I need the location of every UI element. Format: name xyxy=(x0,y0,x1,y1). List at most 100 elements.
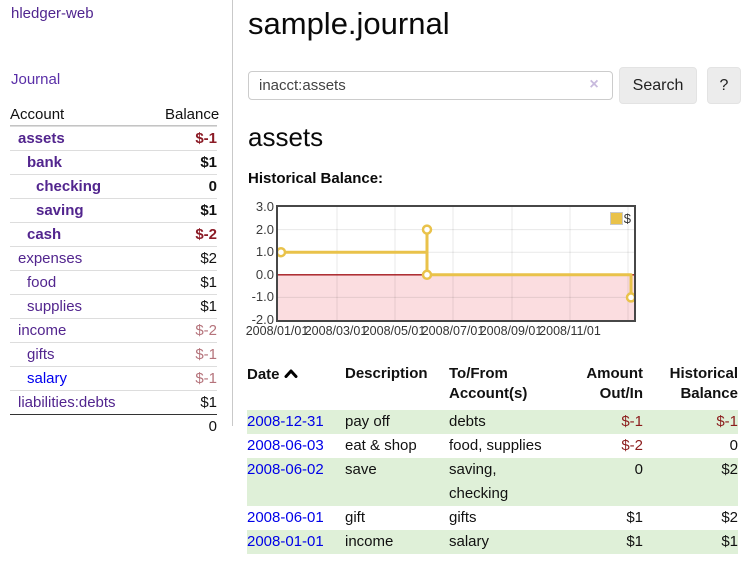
sidebar-item-journal[interactable]: Journal xyxy=(11,71,61,88)
sidebar-item-assets[interactable]: assets $-1 xyxy=(10,126,217,150)
account-link[interactable]: income xyxy=(18,322,67,339)
sort-ascending-icon xyxy=(284,364,298,384)
sidebar-item-food[interactable]: food $1 xyxy=(10,270,217,294)
chart-canvas xyxy=(275,207,637,320)
register-cell-balance: $-1 xyxy=(643,410,738,434)
register-header-accounts: To/From Account(s) xyxy=(449,365,528,402)
account-heading: assets xyxy=(248,122,324,152)
register-cell-description: gift xyxy=(345,509,366,526)
sidebar-item-income[interactable]: income $-2 xyxy=(10,318,217,342)
help-button[interactable]: ? xyxy=(707,67,741,104)
register-cell-description: save xyxy=(345,458,449,506)
register-cell-accounts: gifts xyxy=(449,509,477,526)
sidebar-item-cash[interactable]: cash $-2 xyxy=(10,222,217,246)
accounts-table: Account Balance assets $-1 bank $1 check… xyxy=(10,103,220,438)
account-balance: $-1 xyxy=(195,130,217,147)
search-button[interactable]: Search xyxy=(619,67,697,104)
account-column-header: Account xyxy=(10,106,65,123)
x-tick: 2008/07/01 xyxy=(421,324,485,338)
balance-column-header: Balance xyxy=(165,106,220,123)
account-link[interactable]: supplies xyxy=(27,298,83,315)
register-cell-description: pay off xyxy=(345,410,449,434)
sidebar-item-liabilities-debts[interactable]: liabilities:debts $1 xyxy=(10,390,217,414)
account-balance: $1 xyxy=(200,274,217,291)
transaction-date-link[interactable]: 2008-06-01 xyxy=(247,509,324,526)
account-balance: $2 xyxy=(200,250,217,267)
register-cell-amount: 0 xyxy=(578,458,643,506)
register-header-date[interactable]: Date xyxy=(247,362,345,410)
account-balance: $-2 xyxy=(195,226,217,243)
account-link[interactable]: assets xyxy=(18,130,65,147)
sidebar-item-salary[interactable]: salary $-1 xyxy=(10,366,217,390)
account-link[interactable]: expenses xyxy=(18,250,83,267)
app-brand-link[interactable]: hledger-web xyxy=(11,5,94,22)
transaction-date-link[interactable]: 2008-06-02 xyxy=(247,461,324,478)
search-form: × Search ? xyxy=(248,66,742,106)
register-table: Date Description To/From Account(s) Amou… xyxy=(247,362,738,554)
register-cell-date: 2008-01-01 xyxy=(247,530,345,554)
accounts-total-row: 0 xyxy=(10,414,217,438)
account-balance: $-1 xyxy=(195,370,217,387)
register-cell-description: income xyxy=(345,530,449,554)
y-tick: 3.0 xyxy=(255,199,274,214)
sidebar-item-checking[interactable]: checking 0 xyxy=(10,174,217,198)
accounts-total-value: 0 xyxy=(208,418,217,435)
sidebar-item-saving[interactable]: saving $1 xyxy=(10,198,217,222)
account-balance: $-1 xyxy=(195,346,217,363)
x-tick: 2008/03/01 xyxy=(304,324,368,338)
account-link[interactable]: bank xyxy=(27,154,63,171)
transaction-date-link[interactable]: 2008-12-31 xyxy=(247,413,324,430)
register-cell-date: 2008-12-31 xyxy=(247,410,345,434)
register-cell-amount: $-1 xyxy=(578,410,643,434)
register-header-balance: Historical Balance xyxy=(669,365,738,402)
x-tick: 2008/09/01 xyxy=(479,324,543,338)
account-link[interactable]: saving xyxy=(36,202,84,219)
account-link[interactable]: food xyxy=(27,274,57,291)
x-tick: 2008/01/01 xyxy=(245,324,309,338)
main-content: sample.journal × Search ? assets Histori… xyxy=(246,0,742,582)
account-balance: $1 xyxy=(200,154,217,171)
y-tick: 1.0 xyxy=(255,244,274,259)
register-cell-balance: $2 xyxy=(643,458,738,506)
account-balance: $1 xyxy=(200,394,217,411)
sidebar: hledger-web Journal Account Balance asse… xyxy=(0,0,233,435)
clear-search-icon[interactable]: × xyxy=(589,76,599,93)
y-tick: 0.0 xyxy=(255,267,274,282)
account-balance: 0 xyxy=(208,178,217,195)
search-input[interactable] xyxy=(248,71,613,100)
account-link[interactable]: gifts xyxy=(27,346,55,363)
y-tick: 2.0 xyxy=(255,222,274,237)
y-tick: -2.0 xyxy=(251,312,274,327)
sidebar-item-expenses[interactable]: expenses $2 xyxy=(10,246,217,270)
register-header-description: Description xyxy=(345,365,428,382)
register-cell-amount: $1 xyxy=(626,509,643,526)
account-link[interactable]: cash xyxy=(27,226,62,243)
register-cell-amount: $-2 xyxy=(621,437,643,454)
series-swatch-icon xyxy=(609,212,623,225)
register-cell-accounts: food, supplies xyxy=(449,437,542,454)
x-tick: 2008/11/01 xyxy=(539,324,601,338)
transaction-date-link[interactable]: 2008-01-01 xyxy=(247,533,324,550)
account-balance: $1 xyxy=(200,202,217,219)
y-tick: -1.0 xyxy=(251,289,274,304)
register-cell-date: 2008-06-01 xyxy=(247,506,345,530)
historical-balance-chart: 3.0 2.0 1.0 0.0 -1.0 -2.0 xyxy=(246,198,687,344)
register-cell-accounts: saving, checking xyxy=(449,458,578,506)
transaction-date-link[interactable]: 2008-06-03 xyxy=(247,437,324,454)
register-cell-balance: 0 xyxy=(729,437,738,454)
historical-balance-label: Historical Balance: xyxy=(248,170,384,187)
register-cell-balance: $1 xyxy=(643,530,738,554)
register-header-amount: Amount Out/In xyxy=(586,365,643,402)
x-tick: 2008/05/01 xyxy=(362,324,426,338)
account-balance: $1 xyxy=(200,298,217,315)
sidebar-item-gifts[interactable]: gifts $-1 xyxy=(10,342,217,366)
chart-plot-area: $ xyxy=(275,205,637,322)
account-link[interactable]: checking xyxy=(36,178,102,195)
register-cell-accounts: salary xyxy=(449,530,578,554)
account-link[interactable]: salary xyxy=(27,370,68,387)
sidebar-item-bank[interactable]: bank $1 xyxy=(10,150,217,174)
sidebar-item-supplies[interactable]: supplies $1 xyxy=(10,294,217,318)
account-link[interactable]: liabilities:debts xyxy=(18,394,116,411)
chart-legend: $ xyxy=(609,211,631,226)
